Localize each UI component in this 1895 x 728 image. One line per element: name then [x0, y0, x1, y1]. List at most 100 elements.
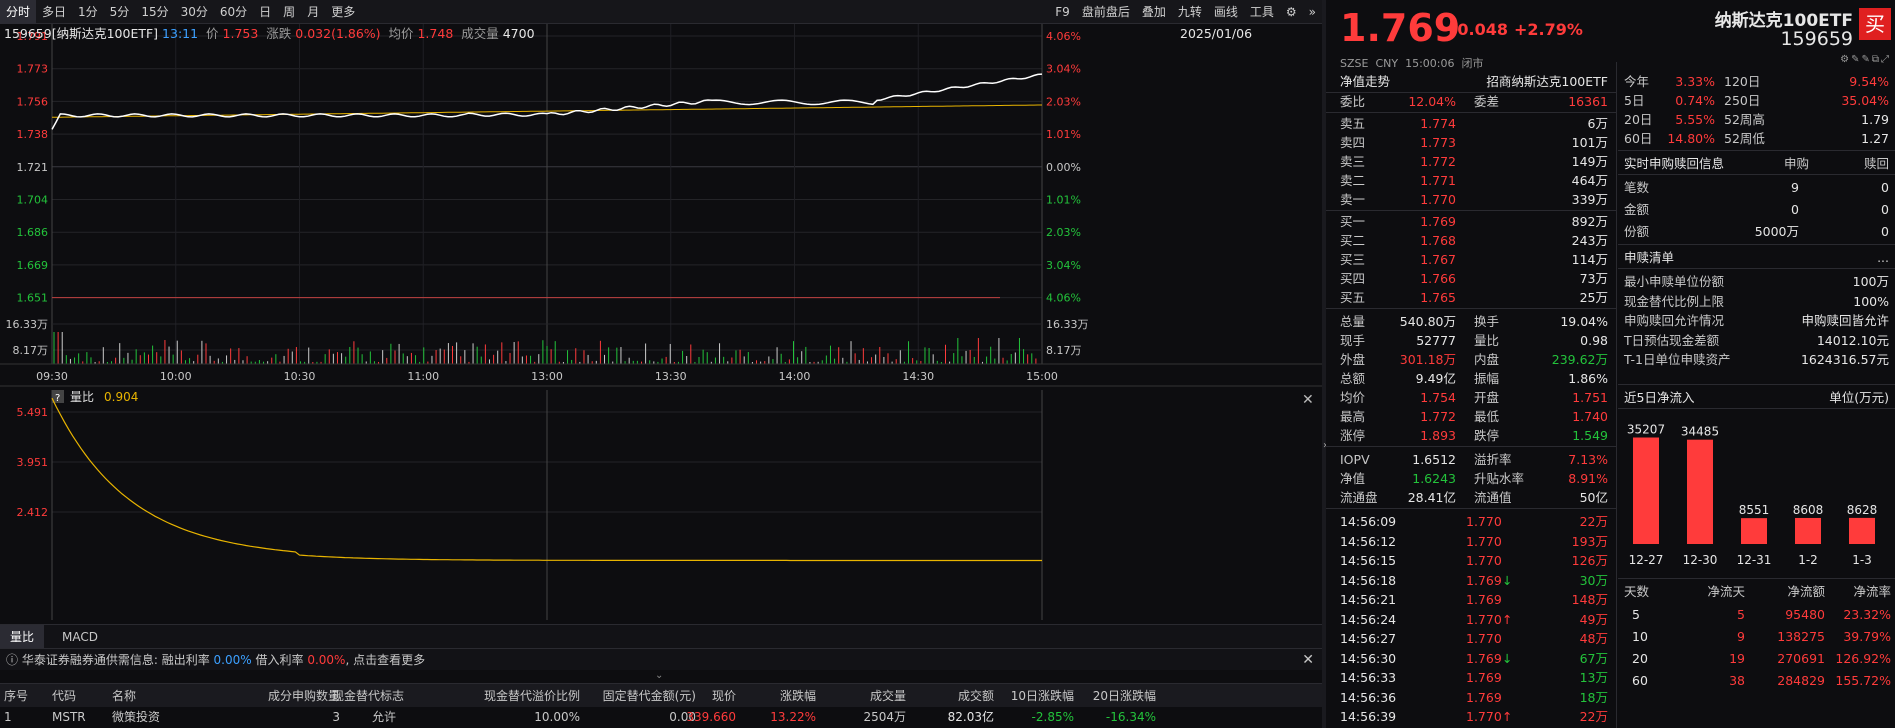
pct-tick-label: 1.01% — [1046, 128, 1081, 141]
inflow-category-label: 1-3 — [1852, 553, 1872, 567]
ask-volume: 149万 — [1571, 154, 1608, 169]
table-row[interactable]: 1 MSTR 微策投资 3 允许 10.00% 0.00 339.660 13.22% 2504万… — [0, 707, 1322, 728]
redeem-value: 0 — [1791, 202, 1799, 217]
inflow-days: 20 — [1632, 651, 1648, 666]
inflow-bar-chart: 35207 12-27 34485 12-30 8551 12-31 8608 1-2 8628… — [1627, 422, 1878, 567]
tick-time: 14:56:30 — [1340, 650, 1397, 666]
period-tab-6[interactable]: 60分 — [219, 4, 248, 19]
period-tab-7[interactable]: 日 — [259, 4, 272, 19]
vol-tick-label: 16.33万 — [1046, 318, 1089, 331]
notice-prefix: 华泰证券融券通供需信息: 融出利率 — [21, 653, 210, 667]
intraday-chart[interactable]: 1.791 4.06% 1.773 3.04% 1.756 2.03% 1.738 1.01%… — [0, 24, 1322, 620]
period-tab-2[interactable]: 1分 — [78, 4, 98, 19]
panel-tools-icons[interactable]: ⚙✎✎⧉⤢ — [1840, 54, 1891, 65]
redeem-label: 金额 — [1624, 202, 1650, 217]
period-tab-0[interactable]: 分时 — [0, 0, 37, 24]
stat-value: 301.18万 — [1399, 352, 1456, 367]
tab-macd[interactable]: MACD — [62, 630, 98, 644]
tick-price: 1.770 — [1466, 514, 1502, 529]
table-cell: -2.85% — [1031, 710, 1074, 724]
column-header[interactable]: 成交量 — [869, 689, 906, 703]
tick-volume: 49万 — [1579, 611, 1608, 627]
code-name: 159659[纳斯达克100ETF] — [4, 26, 159, 41]
close-subchart-icon[interactable]: ✕ — [1302, 392, 1314, 408]
pct-tick-label: 1.01% — [1046, 194, 1081, 207]
time-tick-label: 11:00 — [407, 370, 439, 383]
column-header[interactable]: 成分申购数量 — [267, 689, 340, 703]
tool-button-2[interactable]: 叠加 — [1141, 5, 1166, 19]
period-tab-1[interactable]: 多日 — [42, 4, 67, 19]
perf-value: 14.80% — [1667, 131, 1715, 146]
tool-button-4[interactable]: 画线 — [1213, 5, 1238, 19]
stat-label: 总额 — [1340, 371, 1366, 386]
column-header[interactable]: 10日涨跌幅 — [1010, 689, 1074, 703]
bid-price: 1.768 — [1420, 233, 1456, 248]
time-tick-label: 13:00 — [531, 370, 563, 383]
nav-title[interactable]: 净值走势 — [1340, 74, 1391, 89]
column-header[interactable]: 现价 — [711, 689, 736, 703]
list-label: 现金替代比例上限 — [1624, 293, 1725, 309]
column-header[interactable]: 序号 — [4, 689, 29, 703]
expand-icon[interactable]: ⌄ — [655, 670, 664, 681]
inflow-bar-label: 8628 — [1847, 503, 1878, 517]
column-header[interactable]: 20日涨跌幅 — [1092, 689, 1156, 703]
period-tab-9[interactable]: 月 — [307, 4, 320, 19]
help-icon-glyph: ? — [55, 393, 60, 404]
perf-value: 9.54% — [1849, 74, 1889, 89]
tool-button-3[interactable]: 九转 — [1177, 5, 1202, 19]
tick-time: 14:56:33 — [1340, 670, 1397, 685]
inflow-days: 10 — [1632, 629, 1648, 644]
buy-button[interactable]: 买 — [1859, 8, 1891, 40]
bid-label: 买五 — [1340, 290, 1366, 305]
inflow-header: 净流额 — [1787, 584, 1825, 599]
column-header[interactable]: 涨跌幅 — [779, 689, 816, 703]
vol-label: 成交量 — [461, 26, 499, 41]
etf-stat-value: 50亿 — [1579, 490, 1608, 505]
stat-value: 1.893 — [1420, 428, 1456, 443]
stat-label: 涨停 — [1340, 428, 1366, 443]
list-label: 申购赎回允许情况 — [1624, 313, 1725, 328]
period-tab-5[interactable]: 30分 — [180, 4, 208, 19]
settings-icon[interactable]: ⚙ — [1285, 5, 1297, 19]
more-icon[interactable]: ... — [1877, 250, 1889, 265]
tick-time: 14:56:27 — [1340, 631, 1397, 646]
table-cell: 13.22% — [770, 710, 816, 724]
etf-stat-value: 8.91% — [1568, 471, 1608, 486]
list-value: 1624316.57元 — [1800, 352, 1889, 367]
pct-tick-label: 4.06% — [1046, 292, 1081, 305]
column-header[interactable]: 代码 — [52, 689, 77, 703]
tab-volume-ratio[interactable]: 量比 — [0, 625, 45, 649]
list-label: T-1日单位申赎资产 — [1624, 352, 1731, 367]
column-header[interactable]: 现金替代标志 — [331, 689, 404, 703]
tick-arrow: ↓ — [1502, 572, 1513, 588]
ask-volume: 6万 — [1587, 116, 1608, 131]
constituent-table-header: 序号 代码 名称 成分申购数量 现金替代标志 现金替代溢价比例 固定替代金额(元) 现价 涨跌幅… — [0, 683, 1322, 707]
inflow-n: 5 — [1737, 607, 1745, 622]
perf-value: 1.27 — [1861, 131, 1889, 146]
close-icon[interactable]: ✕ — [1302, 652, 1314, 668]
inflow-n: 38 — [1729, 673, 1745, 688]
stat-value: 1.549 — [1572, 428, 1608, 443]
tick-price: 1.770 — [1466, 553, 1502, 568]
period-tab-3[interactable]: 5分 — [109, 4, 130, 19]
tool-button-0[interactable]: F9 — [1055, 5, 1070, 19]
period-tab-10[interactable]: 更多 — [331, 4, 356, 19]
period-tab-4[interactable]: 15分 — [141, 4, 169, 19]
pct-tick-label: 2.03% — [1046, 226, 1081, 239]
tool-button-1[interactable]: 盘前盘后 — [1081, 5, 1130, 19]
expand-panel-icon[interactable]: » — [1308, 5, 1316, 19]
column-header[interactable]: 固定替代金额(元) — [602, 689, 696, 703]
column-header[interactable]: 名称 — [112, 689, 137, 703]
tick-arrow: ↓ — [1502, 650, 1513, 666]
help-icon[interactable] — [52, 390, 64, 403]
tool-button-5[interactable]: 工具 — [1249, 5, 1274, 19]
column-header[interactable]: 现金替代溢价比例 — [484, 689, 581, 703]
period-tab-8[interactable]: 周 — [283, 4, 296, 19]
bid-label: 买二 — [1340, 233, 1366, 248]
redeem-label: 笔数 — [1624, 180, 1650, 195]
panel-divider[interactable] — [1322, 0, 1326, 728]
tick-volume: 18万 — [1579, 689, 1608, 705]
margin-notice[interactable]: ⓘ 华泰证券融券通供需信息: 融出利率 0.00% 借入利率 0.00%, 点击… — [0, 648, 1322, 670]
column-header[interactable]: 成交额 — [957, 689, 994, 703]
redeem-title: 实时申购赎回信息 — [1624, 156, 1725, 171]
